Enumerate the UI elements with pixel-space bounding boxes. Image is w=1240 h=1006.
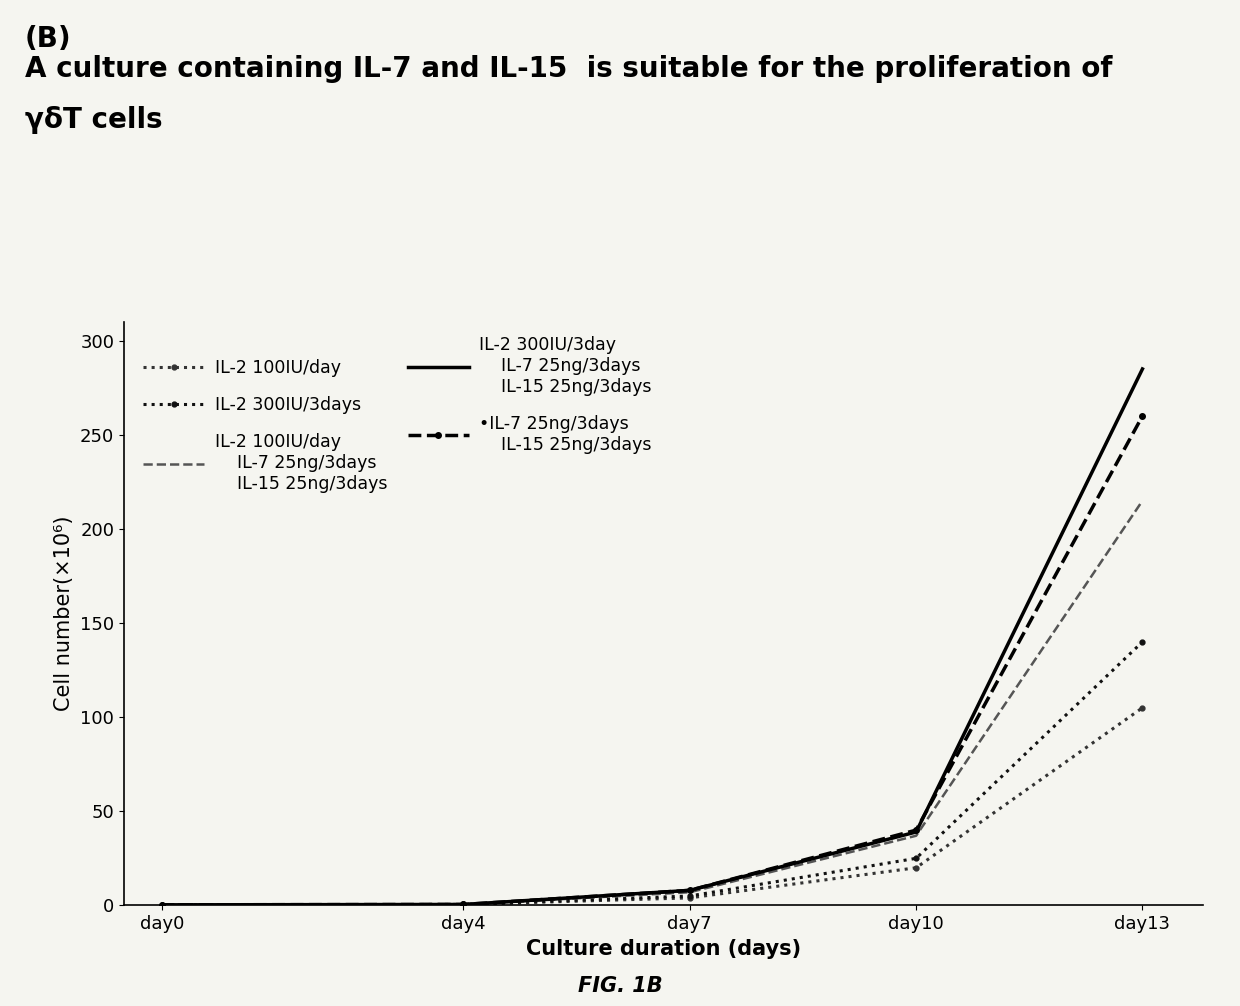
Text: (B): (B) <box>25 25 72 53</box>
X-axis label: Culture duration (days): Culture duration (days) <box>526 939 801 959</box>
Text: A culture containing IL-7 and IL-15  is suitable for the proliferation of: A culture containing IL-7 and IL-15 is s… <box>25 55 1112 83</box>
Y-axis label: Cell number(×10⁶): Cell number(×10⁶) <box>55 516 74 711</box>
Legend: IL-2 100IU/day, IL-2 300IU/3days, IL-2 100IU/day
    IL-7 25ng/3days
    IL-15 2: IL-2 100IU/day, IL-2 300IU/3days, IL-2 1… <box>144 336 652 493</box>
Text: FIG. 1B: FIG. 1B <box>578 976 662 996</box>
Text: γδT cells: γδT cells <box>25 106 162 134</box>
